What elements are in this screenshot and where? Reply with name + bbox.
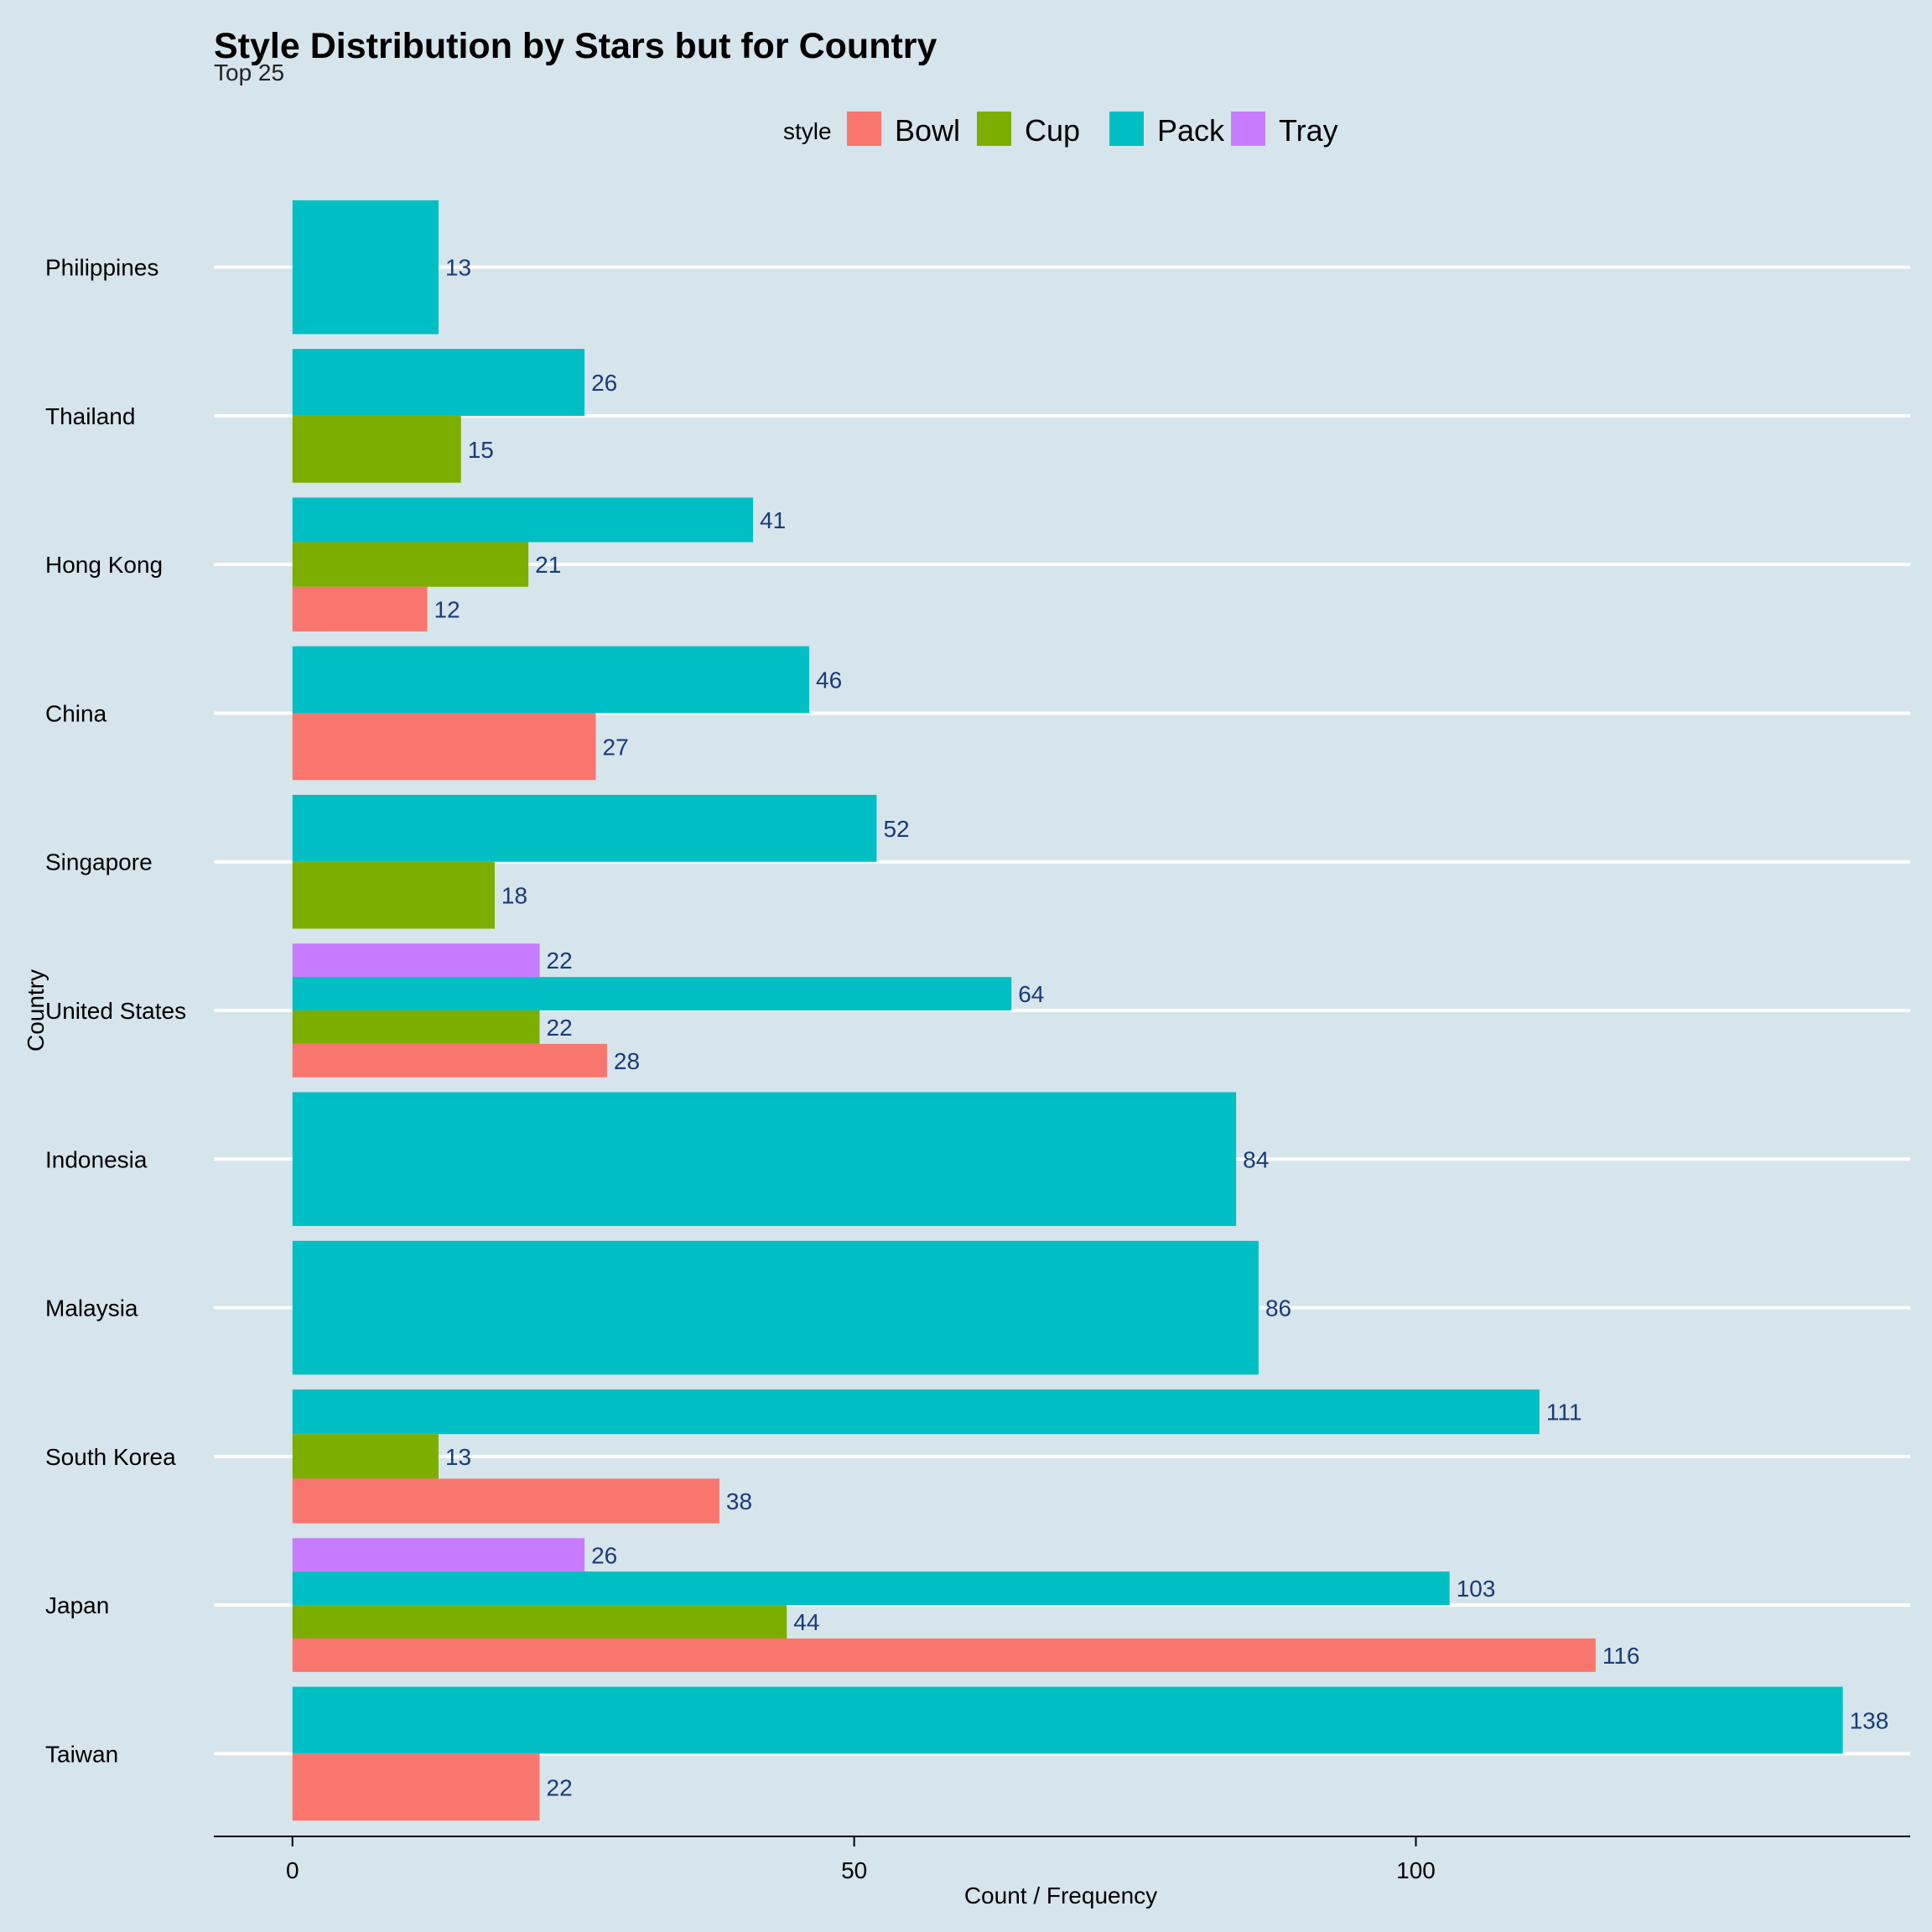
- bar-south-korea-bowl: [292, 1478, 719, 1524]
- legend-label-tray: Tray: [1279, 113, 1338, 148]
- bar-japan-bowl: [292, 1638, 1596, 1672]
- y-label-singapore: Singapore: [45, 849, 153, 875]
- bar-label-united-states-tray: 22: [547, 948, 573, 974]
- bar-china-bowl: [292, 713, 596, 781]
- bar-indonesia-pack: [292, 1092, 1237, 1227]
- bar-thailand-pack: [292, 349, 585, 416]
- bar-label-japan-cup: 44: [793, 1609, 819, 1635]
- bar-singapore-pack: [292, 794, 877, 862]
- bars: [292, 200, 1843, 1821]
- y-label-thailand: Thailand: [45, 403, 135, 429]
- legend-swatch-pack: [1109, 112, 1144, 146]
- bar-singapore-cup: [292, 861, 495, 929]
- x-axis-title: Count / Frequency: [964, 1883, 1157, 1909]
- bar-label-china-bowl: 27: [603, 734, 629, 760]
- y-label-hong-kong: Hong Kong: [45, 552, 163, 578]
- bar-label-united-states-pack: 64: [1018, 981, 1044, 1007]
- bar-label-thailand-cup: 15: [468, 437, 494, 463]
- bar-thailand-cup: [292, 415, 461, 483]
- x-tick-label-50: 50: [841, 1857, 867, 1883]
- y-label-japan: Japan: [45, 1592, 109, 1618]
- y-label-south-korea: South Korea: [45, 1444, 176, 1470]
- bar-malaysia-pack: [292, 1240, 1259, 1375]
- bar-label-south-korea-bowl: 38: [726, 1488, 752, 1514]
- bar-label-hong-kong-cup: 21: [535, 552, 561, 578]
- bar-labels: 13 26 15 41 21 12 46 27 52 18 22 64 22 28 84 86 111 13 38 2…: [434, 255, 1889, 1801]
- x-tick-label-100: 100: [1396, 1857, 1436, 1883]
- bar-label-singapore-cup: 18: [501, 883, 527, 909]
- bar-label-indonesia-pack: 84: [1243, 1146, 1269, 1172]
- bar-japan-tray: [292, 1538, 585, 1572]
- legend-label-cup: Cup: [1025, 113, 1080, 148]
- bar-hong-kong-cup: [292, 542, 529, 587]
- bar-label-united-states-bowl: 28: [614, 1048, 640, 1074]
- bar-united-states-bowl: [292, 1043, 607, 1078]
- bar-label-south-korea-pack: 111: [1546, 1400, 1582, 1426]
- y-label-taiwan: Taiwan: [45, 1741, 118, 1767]
- bar-label-taiwan-bowl: 22: [547, 1774, 573, 1800]
- bar-united-states-cup: [292, 1010, 540, 1044]
- bar-label-hong-kong-bowl: 12: [434, 596, 460, 622]
- legend-label-pack: Pack: [1157, 113, 1225, 148]
- legend-swatch-cup: [977, 112, 1011, 146]
- chart-subtitle: Top 25: [214, 60, 284, 86]
- x-axis-ticks: 0 50 100: [286, 1836, 1436, 1883]
- y-label-indonesia: Indonesia: [45, 1146, 148, 1172]
- bar-japan-cup: [292, 1605, 787, 1639]
- bar-japan-pack: [292, 1571, 1450, 1606]
- bar-label-south-korea-cup: 13: [445, 1444, 471, 1470]
- bar-label-united-states-cup: 22: [547, 1015, 573, 1041]
- bar-south-korea-pack: [292, 1389, 1540, 1435]
- bar-label-japan-tray: 26: [591, 1542, 617, 1568]
- y-axis-title: Country: [23, 969, 49, 1052]
- legend-swatch-bowl: [847, 112, 881, 146]
- y-label-malaysia: Malaysia: [45, 1296, 138, 1322]
- legend-title: style: [783, 118, 832, 144]
- y-axis-labels: Philippines Thailand Hong Kong China Singapo…: [45, 255, 186, 1768]
- bar-hong-kong-pack: [292, 497, 754, 543]
- bar-label-taiwan-pack: 138: [1850, 1707, 1889, 1733]
- bar-label-thailand-pack: 26: [591, 370, 617, 396]
- legend-swatch-tray: [1231, 112, 1265, 146]
- legend: style Bowl Cup Pack Tray: [783, 112, 1338, 148]
- bar-label-philippines-pack: 13: [445, 255, 471, 281]
- bar-taiwan-bowl: [292, 1753, 540, 1821]
- bar-label-singapore-pack: 52: [883, 816, 909, 842]
- legend-label-bowl: Bowl: [895, 113, 960, 148]
- x-tick-label-0: 0: [286, 1857, 299, 1883]
- bar-philippines-pack: [292, 200, 439, 335]
- y-label-china: China: [45, 700, 107, 726]
- bar-hong-kong-bowl: [292, 586, 428, 631]
- bar-china-pack: [292, 646, 810, 714]
- bar-label-malaysia-pack: 86: [1265, 1296, 1291, 1322]
- bar-label-china-pack: 46: [816, 667, 842, 693]
- y-label-united-states: United States: [45, 998, 186, 1024]
- y-label-philippines: Philippines: [45, 255, 158, 281]
- bar-label-hong-kong-pack: 41: [760, 507, 786, 533]
- bar-taiwan-pack: [292, 1686, 1843, 1754]
- bar-label-japan-bowl: 116: [1602, 1643, 1640, 1669]
- bar-united-states-pack: [292, 977, 1012, 1010]
- bar-label-japan-pack: 103: [1457, 1576, 1496, 1602]
- bar-united-states-tray: [292, 943, 540, 978]
- bar-south-korea-cup: [292, 1434, 439, 1479]
- chart-title: Style Distribution by Stars but for Coun…: [214, 26, 937, 66]
